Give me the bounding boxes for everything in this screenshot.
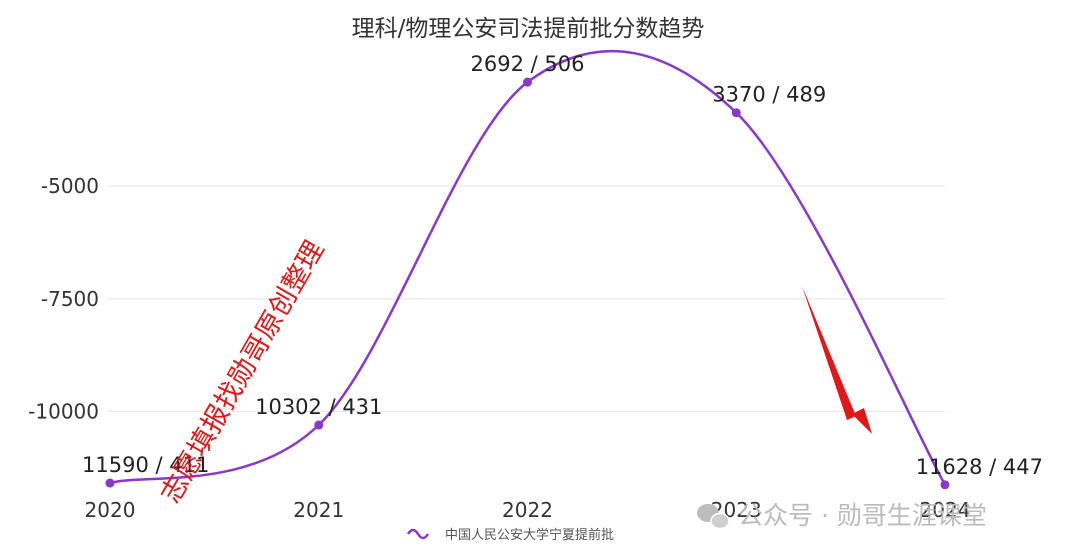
y-tick-label: -7500	[41, 287, 99, 311]
data-point[interactable]	[105, 478, 115, 488]
legend-swatch	[406, 528, 430, 540]
watermark: 公众号 · 勋哥生涯课堂	[697, 501, 987, 530]
data-label: 10302 / 431	[255, 395, 382, 419]
x-tick-label: 2024	[920, 498, 971, 522]
series	[105, 50, 950, 490]
grid	[108, 185, 945, 412]
red-arrow	[802, 286, 872, 434]
y-axis: -5000 -7500 -10000	[28, 174, 99, 423]
series-line	[109, 50, 947, 486]
data-point[interactable]	[523, 77, 532, 87]
y-tick-label: -10000	[28, 399, 99, 423]
data-label: 3370 / 489	[712, 83, 826, 107]
data-point[interactable]	[731, 108, 741, 118]
chart-title: 理科/物理公安司法提前批分数趋势	[352, 16, 705, 42]
wechat-icon	[697, 504, 730, 530]
x-tick-label: 2020	[85, 498, 136, 522]
data-label: 11628 / 447	[916, 455, 1043, 479]
data-point[interactable]	[314, 420, 324, 430]
x-tick-label: 2021	[293, 498, 344, 522]
data-label: 11590 / 411	[82, 453, 209, 477]
legend-label: 中国人民公安大学宁夏提前批	[445, 527, 614, 543]
legend[interactable]: 中国人民公安大学宁夏提前批	[406, 527, 614, 543]
y-tick-label: -5000	[41, 174, 99, 198]
data-point[interactable]	[940, 480, 950, 490]
data-label: 2692 / 506	[471, 52, 585, 76]
watermark-text: 公众号 · 勋哥生涯课堂	[738, 501, 987, 530]
x-tick-label: 2022	[502, 498, 553, 522]
data-labels: 11590 / 411 10302 / 431 2692 / 506 3370 / 4…	[82, 52, 1043, 479]
